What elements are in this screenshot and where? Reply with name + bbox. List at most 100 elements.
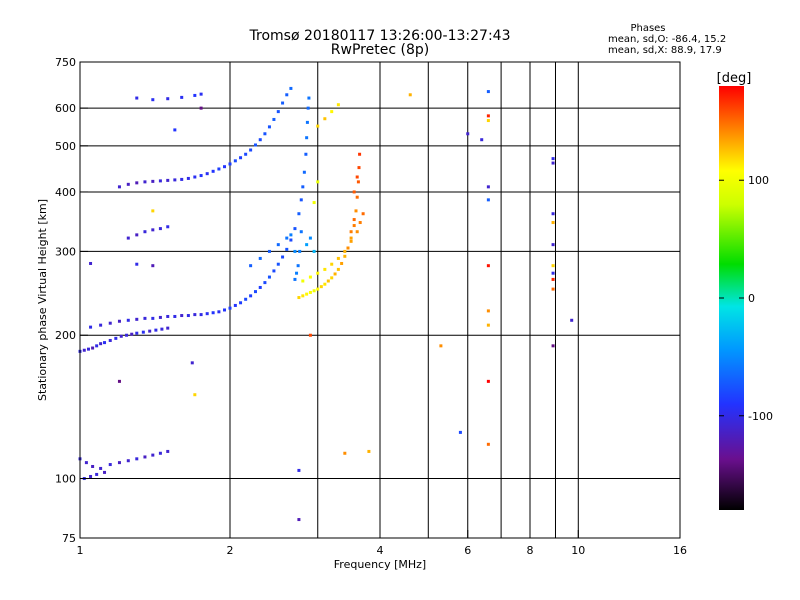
chart-title: Tromsø 20180117 13:26:00-13:27:43 [249, 28, 511, 44]
data-point [228, 306, 232, 310]
data-point [173, 178, 177, 182]
data-point [299, 198, 303, 202]
data-point [486, 309, 490, 313]
data-point [336, 256, 340, 260]
data-point [570, 318, 574, 322]
data-point [223, 165, 227, 169]
data-point [408, 93, 412, 97]
data-point [297, 212, 301, 216]
data-point [486, 119, 490, 123]
data-point [308, 333, 312, 337]
data-point [316, 287, 320, 291]
data-point [135, 181, 139, 185]
data-point [95, 344, 99, 348]
data-point [143, 316, 147, 320]
data-point [276, 243, 280, 247]
data-point [293, 249, 297, 253]
data-point [199, 313, 203, 317]
data-point [357, 166, 361, 170]
data-point [293, 227, 297, 231]
data-point [458, 430, 462, 434]
data-point [305, 136, 309, 140]
data-point [289, 86, 293, 90]
data-point [312, 249, 316, 253]
data-point [272, 117, 276, 121]
data-point [305, 243, 309, 247]
data-point [158, 179, 162, 183]
data-point [295, 271, 299, 275]
data-point [551, 344, 555, 348]
data-point [84, 461, 88, 465]
data-point [312, 289, 316, 293]
grid-lines [80, 62, 680, 538]
data-point [330, 262, 334, 266]
x-axis-label: Frequency [MHz] [334, 558, 426, 571]
data-point [305, 292, 309, 296]
data-point [336, 267, 340, 271]
data-point [89, 474, 93, 478]
data-point [151, 98, 155, 102]
data-point [143, 180, 147, 184]
data-point [486, 198, 490, 202]
data-point [89, 261, 93, 265]
data-point [151, 264, 155, 268]
colorbar-tick-label: 100 [748, 174, 769, 187]
data-point [486, 323, 490, 327]
phases-legend-o: mean, sd,O: -86.4, 15.2 [608, 34, 726, 45]
data-point [301, 185, 305, 189]
data-point [352, 218, 356, 222]
data-point [316, 271, 320, 275]
data-point [336, 103, 340, 107]
data-point [258, 138, 262, 142]
data-point [293, 277, 297, 281]
data-point [281, 101, 285, 105]
data-point [166, 97, 170, 101]
data-point [486, 264, 490, 268]
data-point [244, 152, 248, 156]
data-point [308, 275, 312, 279]
data-point [302, 170, 306, 174]
data-point [551, 243, 555, 247]
data-point [239, 156, 243, 160]
data-point [180, 177, 184, 181]
data-point [173, 314, 177, 318]
data-point [312, 201, 316, 205]
data-point [223, 308, 227, 312]
data-point [361, 212, 365, 216]
data-point [263, 281, 267, 285]
data-point [367, 449, 371, 453]
data-point [199, 106, 203, 110]
data-point [258, 256, 262, 260]
data-point [151, 209, 155, 213]
data-point [166, 225, 170, 229]
data-point [356, 180, 360, 184]
x-tick-label: 1 [77, 544, 84, 557]
x-tick-label: 2 [227, 544, 234, 557]
chart-subtitle: RwPretec (8p) [331, 42, 429, 58]
data-point [135, 262, 139, 266]
data-point [299, 230, 303, 234]
data-point [319, 285, 323, 289]
y-tick-label: 100 [55, 473, 76, 486]
data-point [267, 249, 271, 253]
data-point [244, 297, 248, 301]
data-point [233, 303, 237, 307]
data-point [486, 379, 490, 383]
data-point [205, 312, 209, 316]
data-point [211, 311, 215, 315]
data-point [486, 442, 490, 446]
data-point [108, 321, 112, 325]
data-point [330, 110, 334, 114]
data-point [551, 161, 555, 165]
data-points [78, 86, 574, 522]
data-point [103, 341, 107, 345]
data-point [551, 157, 555, 161]
data-point [340, 261, 344, 265]
x-tick-label: 16 [673, 544, 687, 557]
colorbar-tick-label: -100 [748, 410, 773, 423]
data-point [352, 190, 356, 194]
data-point [158, 227, 162, 231]
data-point [126, 318, 130, 322]
data-point [180, 95, 184, 99]
